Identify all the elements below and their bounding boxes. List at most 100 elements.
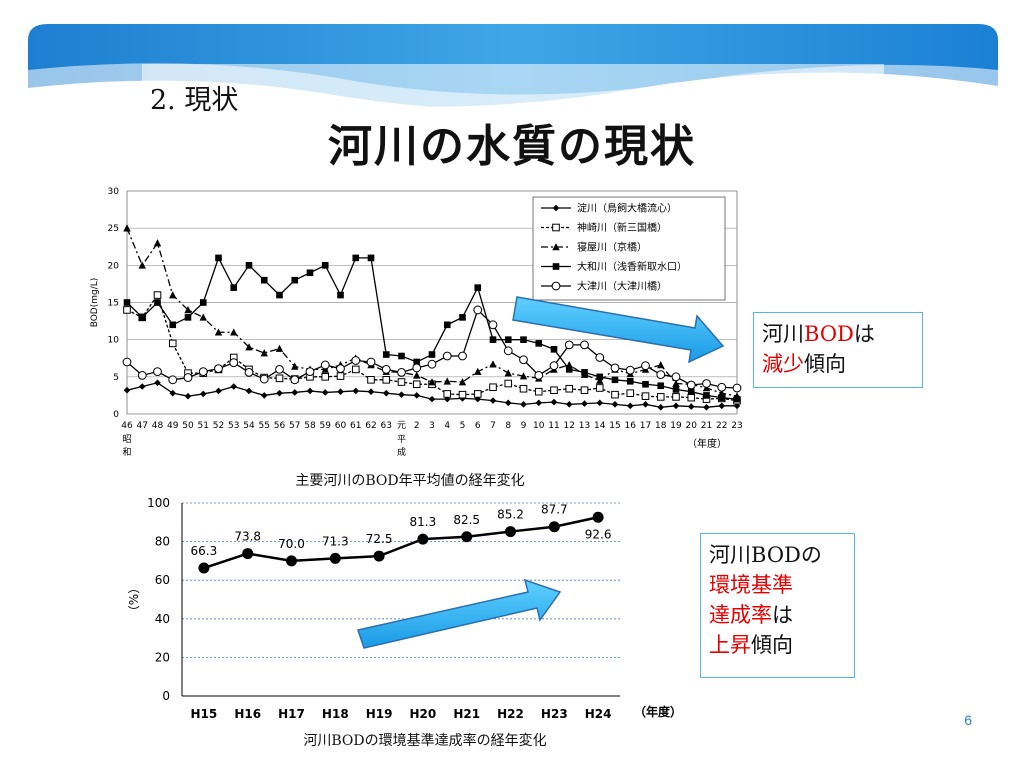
data-point — [242, 548, 254, 560]
x-tick-label: 51 — [198, 421, 209, 431]
data-point — [276, 389, 283, 397]
data-point — [306, 387, 314, 395]
data-point — [459, 314, 466, 321]
data-point — [687, 393, 696, 402]
data-label: 81.3 — [410, 515, 437, 529]
section-title: 2. 現状 — [150, 85, 239, 116]
data-point — [442, 351, 452, 361]
x-tick-label: 17 — [640, 421, 651, 431]
note2-text: は — [772, 603, 793, 627]
note2-text: 傾向 — [751, 633, 793, 657]
x-tick-label: 21 — [701, 421, 712, 431]
data-label: 73.8 — [234, 530, 261, 544]
data-point — [686, 380, 696, 390]
data-point — [703, 392, 710, 399]
chart2-caption: 河川BODの環境基準達成率の経年変化 — [303, 733, 547, 749]
x-tick-label: H15 — [191, 707, 218, 721]
data-point — [672, 379, 680, 387]
data-point — [428, 378, 436, 386]
bod-decrease-note: 河川BODは 減少傾向 — [753, 312, 923, 388]
data-point — [504, 379, 513, 388]
x-tick-label: H20 — [410, 707, 437, 721]
y-axis-label: （%） — [127, 582, 141, 617]
data-point — [626, 377, 634, 385]
legend-entry: 淀川（鳥飼大橋流心） — [577, 202, 677, 215]
data-point — [169, 389, 177, 397]
x-tick-label: 59 — [320, 421, 332, 431]
achievement-rate-chart: 0 20 40 60 80 100 （%） H15 H16 H17 H18 H19 H20 H21 H22 H… — [127, 496, 682, 721]
data-point — [718, 394, 726, 401]
data-point — [504, 399, 512, 407]
chart1-caption: 主要河川のBOD年平均値の経年変化 — [295, 473, 525, 489]
x-tick-label: 52 — [213, 421, 224, 431]
y-tick-label: 25 — [108, 224, 119, 234]
data-point — [580, 386, 589, 395]
page-title: 河川の水質の現状 — [328, 121, 696, 172]
legend-marker — [552, 223, 560, 232]
data-label: 66.3 — [191, 544, 218, 558]
data-point — [596, 376, 604, 384]
x-tick-label: H16 — [234, 707, 261, 721]
x-tick-label: 10 — [533, 421, 545, 431]
x-tick-label: 12 — [564, 421, 575, 431]
data-point — [413, 392, 421, 399]
data-point — [230, 328, 238, 336]
legend-entry: 大和川（浅香新取水口） — [577, 260, 687, 273]
data-point — [595, 384, 604, 392]
data-point — [550, 398, 558, 406]
data-point — [443, 395, 451, 403]
data-point — [488, 320, 498, 330]
data-point — [732, 383, 742, 393]
data-point — [153, 239, 162, 247]
data-point — [244, 367, 254, 377]
data-point — [642, 401, 649, 408]
data-point — [245, 262, 253, 269]
y-tick-label: 0 — [113, 410, 119, 420]
data-point — [672, 393, 680, 401]
data-point — [123, 299, 131, 306]
x-tick-label: 18 — [655, 421, 667, 431]
data-point — [596, 399, 604, 407]
data-point — [367, 376, 375, 384]
data-point — [641, 392, 650, 400]
y-tick-label: 20 — [108, 261, 120, 271]
data-point — [397, 378, 406, 386]
era-label: 昭 — [122, 434, 131, 445]
x-tick-label: 3 — [429, 421, 435, 431]
data-point — [458, 378, 467, 386]
note1-text: 傾向 — [804, 352, 846, 376]
data-label: 92.6 — [585, 527, 612, 541]
legend-marker — [551, 281, 561, 291]
x-tick-label: H17 — [278, 707, 305, 721]
data-point — [275, 344, 284, 352]
data-point — [138, 314, 146, 321]
x-tick-label: 8 — [505, 421, 511, 431]
data-point — [137, 370, 147, 380]
data-point — [642, 380, 649, 388]
data-point — [474, 284, 482, 291]
data-point — [672, 402, 680, 410]
x-tick-label: 49 — [167, 421, 179, 431]
data-point — [656, 370, 666, 380]
increase-arrow-icon — [357, 578, 562, 649]
data-point — [443, 377, 451, 385]
data-point — [184, 306, 192, 314]
data-point — [199, 390, 207, 398]
x-tick-label: H23 — [541, 707, 568, 721]
data-point — [428, 395, 436, 403]
y-axis-label: BOD(mg/L) — [90, 278, 100, 328]
note2-text: 河川BODの — [709, 543, 822, 567]
data-point — [519, 355, 528, 365]
data-point — [550, 386, 558, 395]
x-tick-label: 16 — [625, 421, 637, 431]
data-point — [611, 390, 619, 399]
data-label: 72.5 — [366, 532, 393, 546]
data-point — [260, 392, 268, 399]
data-point — [122, 357, 132, 367]
data-point — [473, 390, 482, 398]
data-point — [291, 389, 299, 396]
data-point — [398, 391, 405, 398]
data-point — [428, 351, 436, 358]
data-point — [381, 365, 391, 374]
data-point — [215, 387, 222, 395]
